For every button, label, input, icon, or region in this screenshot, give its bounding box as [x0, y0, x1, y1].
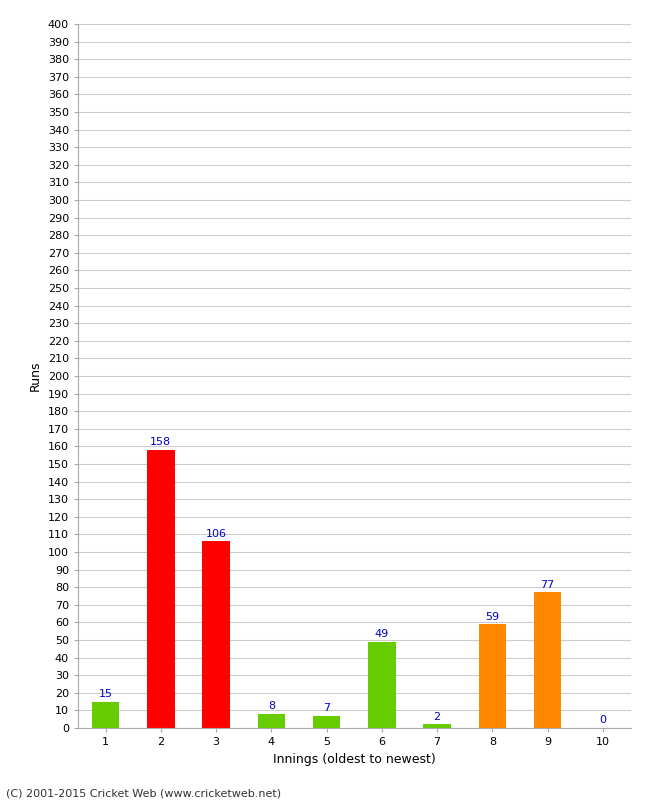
Text: (C) 2001-2015 Cricket Web (www.cricketweb.net): (C) 2001-2015 Cricket Web (www.cricketwe…: [6, 788, 281, 798]
Bar: [423, 725, 451, 728]
Text: 59: 59: [486, 611, 499, 622]
Bar: [313, 716, 341, 728]
Bar: [202, 542, 230, 728]
Bar: [368, 642, 396, 728]
Bar: [478, 624, 506, 728]
Text: 106: 106: [205, 529, 227, 539]
Text: 158: 158: [150, 438, 172, 447]
Text: 15: 15: [99, 689, 112, 699]
Text: 7: 7: [323, 703, 330, 713]
Text: 8: 8: [268, 702, 275, 711]
Y-axis label: Runs: Runs: [29, 361, 42, 391]
Bar: [147, 450, 175, 728]
Bar: [534, 593, 562, 728]
Text: 49: 49: [375, 629, 389, 639]
Bar: [257, 714, 285, 728]
Text: 2: 2: [434, 712, 441, 722]
Text: 0: 0: [599, 715, 606, 726]
X-axis label: Innings (oldest to newest): Innings (oldest to newest): [273, 753, 436, 766]
Bar: [92, 702, 120, 728]
Text: 77: 77: [541, 580, 554, 590]
